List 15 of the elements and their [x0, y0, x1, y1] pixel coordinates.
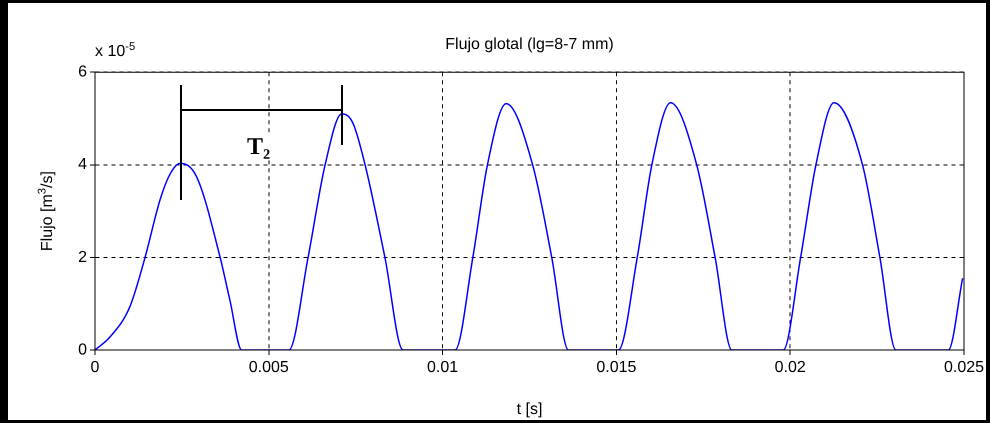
x-tick-label: 0 [90, 359, 100, 376]
x-tick-label: 0.005 [248, 359, 289, 376]
y-tick-label: 0 [78, 341, 88, 358]
x-axis-title: t [s] [516, 400, 542, 418]
y-axis-title: Flujo [m3/s] [36, 171, 56, 252]
line-series [95, 102, 964, 350]
x-tick-label: 0.015 [596, 359, 637, 376]
y-tick-label: 4 [78, 156, 88, 174]
y-tick-label: 6 [78, 64, 88, 81]
annotation: T₂ [247, 134, 270, 160]
chart-title: Flujo glotal (lg=8-7 mm) [445, 36, 614, 54]
x-tick-label: 0.02 [774, 359, 806, 376]
y-tick-label: 2 [78, 248, 88, 266]
x-tick-label: 0.025 [944, 359, 984, 376]
x-tick-label: 0.01 [427, 359, 458, 376]
